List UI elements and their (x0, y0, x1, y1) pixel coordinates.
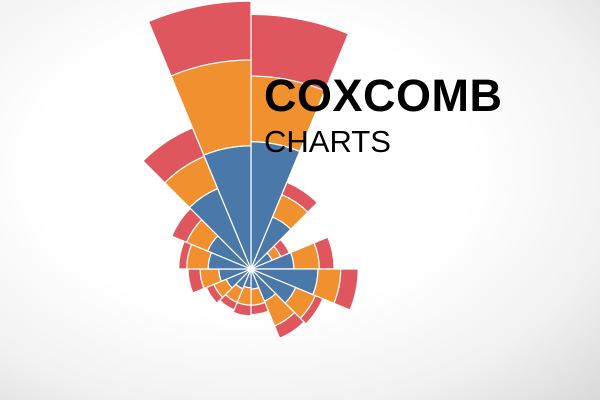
wedge-series3-segment5 (333, 268, 359, 311)
wedge-series3-segment7 (273, 311, 305, 339)
wedge-series3-segment16 (147, 0, 252, 77)
chart-title: COXCOMB (264, 70, 503, 121)
wedge-series3-segment1 (250, 13, 350, 92)
wedge-series3-segment2 (281, 181, 318, 213)
title-block: COXCOMB CHARTS (264, 70, 503, 160)
chart-subtitle: CHARTS (264, 124, 391, 159)
